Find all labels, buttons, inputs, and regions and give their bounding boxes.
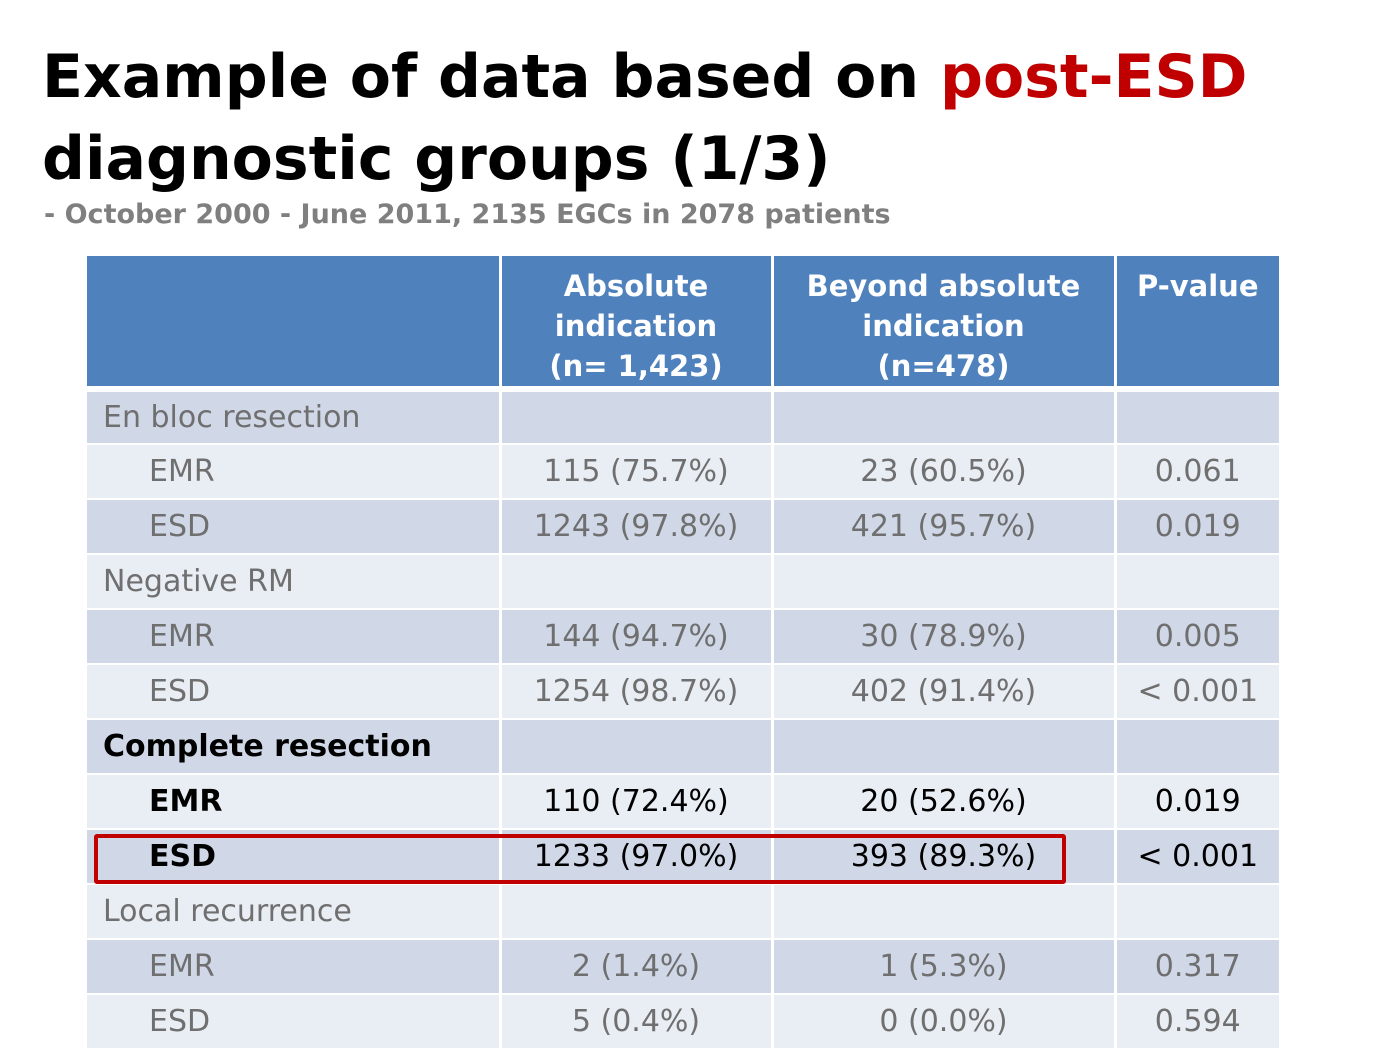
cell-absolute [500, 719, 774, 775]
cell-beyond [772, 554, 1117, 610]
cell-beyond: 0 (0.0%) [772, 994, 1117, 1050]
row-label: EMR [87, 609, 502, 665]
cell-p-value: < 0.001 [1115, 664, 1279, 720]
cell-p-value [1115, 389, 1279, 445]
cell-beyond: 30 (78.9%) [772, 609, 1117, 665]
header-line: P-value [1136, 269, 1259, 303]
table-row: En bloc resection [87, 389, 1279, 445]
cell-beyond: 20 (52.6%) [772, 774, 1117, 830]
cell-absolute [500, 389, 774, 445]
cell-beyond: 393 (89.3%) [772, 829, 1117, 885]
header-line: (n=478) [877, 349, 1010, 383]
cell-p-value: 0.019 [1115, 774, 1279, 830]
table-row: ESD 1243 (97.8%) 421 (95.7%) 0.019 [87, 499, 1279, 555]
table-row: Local recurrence [87, 884, 1279, 940]
cell-p-value: 0.061 [1115, 444, 1279, 500]
cell-p-value [1115, 884, 1279, 940]
header-line: indication [554, 309, 718, 343]
table-row: Complete resection [87, 719, 1279, 775]
table-header: Absolute indication (n= 1,423) Beyond ab… [87, 256, 1279, 392]
cell-beyond: 402 (91.4%) [772, 664, 1117, 720]
table-row: EMR 2 (1.4%) 1 (5.3%) 0.317 [87, 939, 1279, 995]
row-label: ESD [87, 829, 502, 885]
header-cell-beyond: Beyond absolute indication (n=478) [772, 256, 1117, 392]
cell-p-value: 0.005 [1115, 609, 1279, 665]
cell-p-value [1115, 554, 1279, 610]
header-cell-absolute: Absolute indication (n= 1,423) [500, 256, 774, 392]
header-line: indication [862, 309, 1025, 343]
title-text-part1: Example of data based on [42, 42, 941, 112]
cell-beyond: 1 (5.3%) [772, 939, 1117, 995]
table-row: EMR 115 (75.7%) 23 (60.5%) 0.061 [87, 444, 1279, 500]
cell-beyond: 421 (95.7%) [772, 499, 1117, 555]
cell-absolute [500, 884, 774, 940]
cell-p-value: 0.019 [1115, 499, 1279, 555]
row-label: EMR [87, 774, 502, 830]
row-label: ESD [87, 499, 502, 555]
header-cell-empty [87, 256, 502, 392]
cell-beyond [772, 719, 1117, 775]
cell-absolute [500, 554, 774, 610]
table-row: EMR 144 (94.7%) 30 (78.9%) 0.005 [87, 609, 1279, 665]
row-label: ESD [87, 664, 502, 720]
row-label: EMR [87, 939, 502, 995]
table-row-highlighted: ESD 1233 (97.0%) 393 (89.3%) < 0.001 [87, 829, 1279, 885]
cell-absolute: 144 (94.7%) [500, 609, 774, 665]
cell-absolute: 5 (0.4%) [500, 994, 774, 1050]
cell-absolute: 1254 (98.7%) [500, 664, 774, 720]
row-label: Complete resection [87, 719, 502, 775]
cell-absolute: 2 (1.4%) [500, 939, 774, 995]
cell-absolute: 1233 (97.0%) [500, 829, 774, 885]
row-label: Local recurrence [87, 884, 502, 940]
table-row: ESD 1254 (98.7%) 402 (91.4%) < 0.001 [87, 664, 1279, 720]
cell-beyond: 23 (60.5%) [772, 444, 1117, 500]
header-line: Absolute [563, 269, 709, 303]
row-label: En bloc resection [87, 389, 502, 445]
header-line: (n= 1,423) [549, 349, 723, 383]
row-label: Negative RM [87, 554, 502, 610]
header-line: Beyond absolute [806, 269, 1081, 303]
cell-p-value: 0.317 [1115, 939, 1279, 995]
cell-p-value [1115, 719, 1279, 775]
table-row: Negative RM [87, 554, 1279, 610]
cell-p-value: < 0.001 [1115, 829, 1279, 885]
title-accent-text: post-ESD [940, 42, 1248, 112]
title-text-part2: diagnostic groups (1/3) [42, 124, 831, 194]
table-body: En bloc resection EMR 115 (75.7%) 23 (60… [87, 389, 1279, 1050]
cell-absolute: 1243 (97.8%) [500, 499, 774, 555]
cell-beyond [772, 884, 1117, 940]
row-label: EMR [87, 444, 502, 500]
cell-p-value: 0.594 [1115, 994, 1279, 1050]
table-row: EMR 110 (72.4%) 20 (52.6%) 0.019 [87, 774, 1279, 830]
header-row: Absolute indication (n= 1,423) Beyond ab… [87, 256, 1279, 392]
table-row: ESD 5 (0.4%) 0 (0.0%) 0.594 [87, 994, 1279, 1050]
header-cell-p-value: P-value [1115, 256, 1279, 392]
cell-beyond [772, 389, 1117, 445]
row-label: ESD [87, 994, 502, 1050]
slide-title: Example of data based on post-ESD diagnos… [42, 36, 1352, 200]
cell-absolute: 115 (75.7%) [500, 444, 774, 500]
results-table: Absolute indication (n= 1,423) Beyond ab… [87, 256, 1279, 1050]
cell-absolute: 110 (72.4%) [500, 774, 774, 830]
slide-subtitle: - October 2000 - June 2011, 2135 EGCs in… [44, 199, 891, 230]
